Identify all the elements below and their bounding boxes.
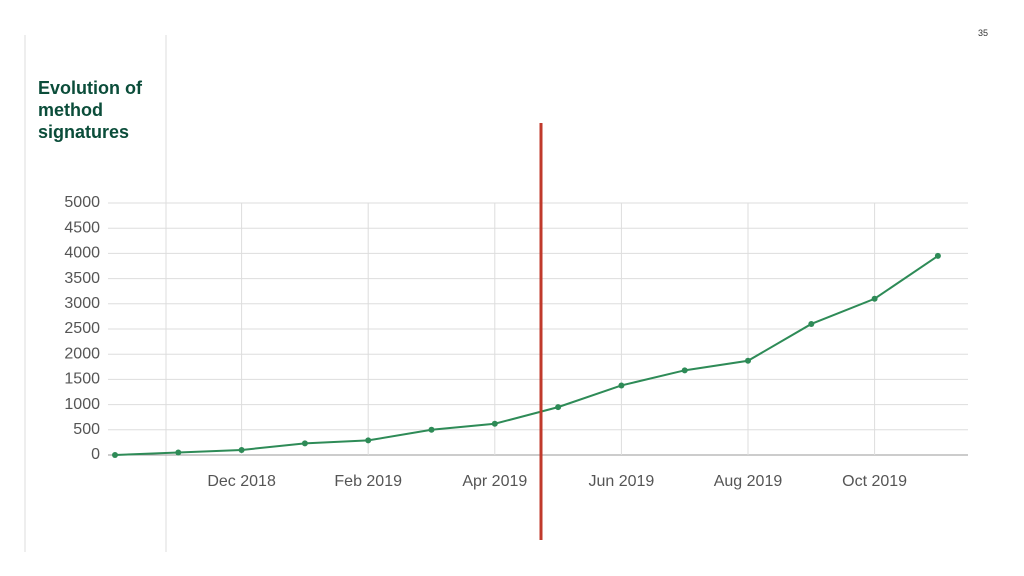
data-point [365,437,372,444]
data-point [491,420,498,427]
y-tick-label: 3000 [64,295,100,312]
x-tick-label: Oct 2019 [842,473,907,490]
x-tick-label: Dec 2018 [207,473,276,490]
data-point [175,449,182,456]
chart-title: Evolution of method signatures [38,78,143,142]
data-point [871,295,878,302]
x-tick-label: Aug 2019 [714,473,783,490]
data-point [934,252,941,259]
y-tick-label: 2500 [64,320,100,337]
data-point [745,357,751,364]
y-tick-label: 5000 [64,194,100,211]
y-tick-label: 1500 [64,371,100,388]
data-point [681,367,688,374]
page-number: 35 [978,28,988,38]
y-tick-label: 3500 [64,270,100,287]
y-tick-label: 500 [73,421,100,438]
data-line [114,255,939,456]
x-tick-label: Feb 2019 [334,473,402,490]
y-tick-label: 4000 [64,245,100,262]
data-point [238,446,245,453]
x-tick-label: Jun 2019 [588,473,654,490]
y-tick-label: 0 [91,446,100,463]
data-point [428,426,435,433]
plot: 0 500 1000 1500 2000 2500 3000 3500 4000 4500 5000… [64,194,968,490]
data-point [618,382,625,389]
data-point [808,320,815,327]
y-tick-label: 1000 [64,396,100,413]
x-tick-label: Apr 2019 [462,473,527,490]
data-point [555,404,562,411]
y-tick-label: 4500 [64,219,100,236]
y-tick-label: 2000 [64,345,100,362]
data-point [112,452,118,458]
data-point [301,440,308,447]
